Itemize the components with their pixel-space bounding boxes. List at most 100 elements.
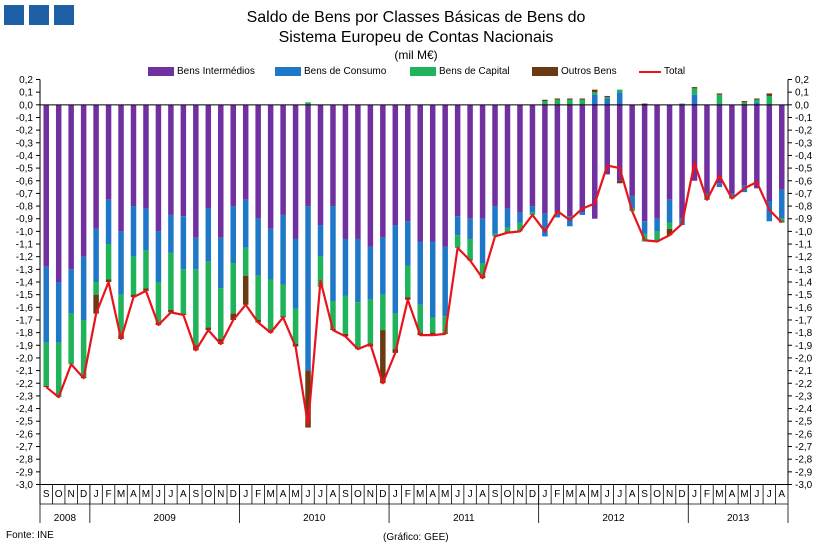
bar-segment-2 xyxy=(342,238,349,296)
bar-segment-3 xyxy=(193,269,199,346)
bar-segment-1 xyxy=(130,104,137,207)
month-label: A xyxy=(330,489,337,500)
month-label: A xyxy=(180,489,187,500)
bar-segment-2 xyxy=(43,266,49,343)
month-label: A xyxy=(579,489,586,500)
bar-segment-2 xyxy=(454,216,461,236)
bar-segment-2 xyxy=(68,269,74,314)
bar-segment-2 xyxy=(130,206,137,257)
bar-segment-2 xyxy=(355,238,361,303)
month-label: O xyxy=(653,489,661,500)
y-tick-label-left: 0,1 xyxy=(19,88,33,99)
bar-segment-1 xyxy=(629,104,635,196)
y-tick-label-left: -2,6 xyxy=(16,429,34,440)
y-tick-label-left: -2,1 xyxy=(16,366,34,377)
bar-segment-2 xyxy=(255,218,261,276)
y-tick-label-left: -0,4 xyxy=(16,151,34,162)
y-tick-label-left: -2,7 xyxy=(16,442,34,453)
bar-segment-3 xyxy=(442,316,448,333)
bar-segment-2 xyxy=(604,98,610,105)
month-label: J xyxy=(393,489,398,500)
bar-segment-2 xyxy=(80,256,87,320)
legend-item-outros: Outros Bens xyxy=(532,66,617,77)
month-label: S xyxy=(43,489,50,500)
bar-segment-2 xyxy=(579,212,586,215)
bar-segment-2 xyxy=(467,218,473,239)
bar-segment-3 xyxy=(716,94,723,105)
legend-label-outros: Outros Bens xyxy=(561,66,617,77)
y-tick-label-right: -0,8 xyxy=(795,202,813,213)
y-tick-label-right: -1,3 xyxy=(795,265,813,276)
bar-segment-3 xyxy=(305,102,311,105)
y-tick-label-right: -1,0 xyxy=(795,227,813,238)
bar-segment-4 xyxy=(641,103,648,105)
bar-segment-1 xyxy=(704,104,710,194)
bar-segment-3 xyxy=(43,342,49,386)
bar-segment-2 xyxy=(429,241,436,318)
month-label: M xyxy=(416,489,424,500)
y-tick-label-left: -1,8 xyxy=(16,328,34,339)
bar-segment-1 xyxy=(180,104,187,217)
bar-segment-4 xyxy=(567,98,573,100)
month-label: S xyxy=(492,489,499,500)
month-label: J xyxy=(542,489,547,500)
bar-segment-2 xyxy=(716,183,723,188)
bar-segment-1 xyxy=(405,104,411,222)
month-label: N xyxy=(516,489,523,500)
y-tick-label-left: -2,8 xyxy=(16,455,34,466)
chart-title-line2: Sistema Europeu de Contas Nacionais xyxy=(278,29,554,46)
bar-segment-4 xyxy=(105,279,112,282)
y-tick-label-right: 0,0 xyxy=(795,100,809,111)
bar-segment-1 xyxy=(218,104,224,238)
chart-unit: (mil M€) xyxy=(394,48,438,62)
legend-label-intermedios: Bens Intermédios xyxy=(177,66,255,77)
bar-segment-4 xyxy=(691,87,698,89)
logo-block-3 xyxy=(54,5,74,25)
month-label: A xyxy=(778,489,785,500)
bar-segment-1 xyxy=(654,104,660,219)
bar-segment-3 xyxy=(392,313,399,350)
bar-segment-3 xyxy=(180,269,187,314)
bar-segment-3 xyxy=(492,233,498,237)
bar-segment-3 xyxy=(342,295,349,334)
bar-segment-1 xyxy=(267,104,274,229)
bar-segment-4 xyxy=(218,338,224,345)
bar-segment-4 xyxy=(579,98,586,100)
bar-segment-2 xyxy=(218,237,224,289)
year-label: 2009 xyxy=(154,513,177,524)
month-label: O xyxy=(504,489,512,500)
bar-segment-2 xyxy=(242,199,249,248)
month-label: A xyxy=(130,489,137,500)
bar-segment-1 xyxy=(255,104,261,219)
month-label: O xyxy=(55,489,63,500)
chart-title-line1: Saldo de Bens por Classes Básicas de Ben… xyxy=(246,9,586,26)
bar-segment-4 xyxy=(143,288,149,291)
y-tick-label-right: -1,1 xyxy=(795,240,813,251)
bar-segment-3 xyxy=(355,302,361,348)
bar-segment-2 xyxy=(392,225,399,314)
bar-segment-3 xyxy=(616,89,623,93)
bar-segment-3 xyxy=(80,319,87,377)
month-label: D xyxy=(230,489,237,500)
year-label: 2008 xyxy=(54,513,77,524)
month-label: J xyxy=(468,489,473,500)
bar-segment-3 xyxy=(367,299,374,345)
y-tick-label-right: -2,9 xyxy=(795,467,813,478)
y-tick-label-right: 0,1 xyxy=(795,88,809,99)
y-tick-label-left: -0,7 xyxy=(16,189,34,200)
bar-segment-2 xyxy=(504,208,511,228)
y-tick-label-right: -0,4 xyxy=(795,151,813,162)
month-label: M xyxy=(591,489,599,500)
bar-segment-3 xyxy=(105,244,112,280)
bar-segment-2 xyxy=(479,218,486,264)
y-tick-label-right: -2,6 xyxy=(795,429,813,440)
bar-segment-3 xyxy=(168,252,174,310)
bar-segment-3 xyxy=(529,212,536,215)
y-tick-label-right: -2,0 xyxy=(795,353,813,364)
bar-segment-1 xyxy=(380,104,386,238)
bar-segment-2 xyxy=(779,189,785,219)
month-label: A xyxy=(729,489,736,500)
month-label: O xyxy=(354,489,362,500)
bar-segment-1 xyxy=(68,104,74,270)
bar-segment-3 xyxy=(417,304,423,333)
